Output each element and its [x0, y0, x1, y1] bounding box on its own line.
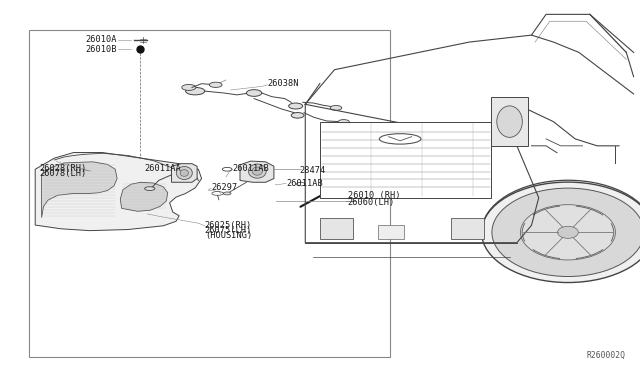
Text: 26078(LH): 26078(LH) [40, 169, 87, 178]
Ellipse shape [380, 134, 421, 144]
Bar [29, 30, 390, 357]
Text: 26010 (RH): 26010 (RH) [348, 192, 400, 201]
Text: 26060(LH): 26060(LH) [348, 198, 395, 208]
Bar [492, 97, 528, 146]
Ellipse shape [248, 164, 266, 178]
Ellipse shape [209, 82, 222, 87]
Bar [320, 218, 353, 239]
Circle shape [481, 182, 640, 283]
Ellipse shape [223, 192, 231, 195]
Polygon shape [240, 161, 274, 182]
Text: 26297: 26297 [211, 183, 237, 192]
Polygon shape [120, 182, 168, 211]
Text: 26075(LH): 26075(LH) [205, 226, 252, 235]
Ellipse shape [338, 120, 349, 124]
Polygon shape [172, 164, 197, 182]
Text: 26011AA: 26011AA [145, 164, 181, 173]
Text: 28474: 28474 [300, 166, 326, 175]
Ellipse shape [180, 170, 189, 176]
Ellipse shape [497, 106, 522, 137]
Circle shape [520, 205, 616, 260]
Ellipse shape [252, 167, 262, 175]
Ellipse shape [246, 90, 262, 96]
Text: R260002Q: R260002Q [587, 351, 626, 360]
Ellipse shape [330, 106, 342, 110]
Text: 26011AB: 26011AB [232, 164, 269, 173]
Ellipse shape [291, 112, 304, 118]
Ellipse shape [186, 87, 205, 95]
Bar [320, 122, 492, 198]
Bar [378, 225, 404, 239]
Text: (HOUSING): (HOUSING) [205, 231, 252, 240]
Circle shape [557, 226, 579, 238]
Ellipse shape [182, 84, 196, 90]
Ellipse shape [289, 103, 303, 109]
Text: 26010B: 26010B [86, 45, 117, 54]
Text: 26010A: 26010A [86, 35, 117, 44]
Ellipse shape [145, 187, 155, 190]
Polygon shape [35, 153, 202, 231]
Text: 26025(RH): 26025(RH) [205, 221, 252, 230]
Ellipse shape [177, 167, 193, 179]
Text: 26028(RH): 26028(RH) [40, 164, 87, 173]
Polygon shape [42, 162, 117, 218]
Text: 26038N: 26038N [268, 79, 299, 88]
Text: 26011AB: 26011AB [287, 179, 323, 187]
Circle shape [492, 188, 640, 276]
Bar [451, 218, 484, 239]
